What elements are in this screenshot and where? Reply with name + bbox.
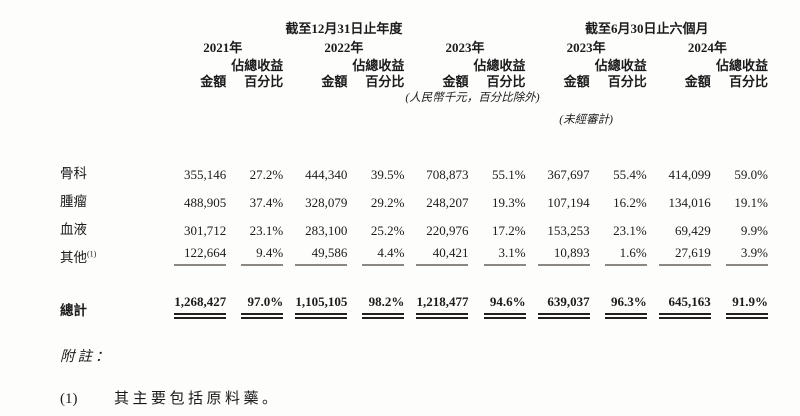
currency-note-row: (人民幣千元，百分比除外): [60, 89, 768, 106]
year-header-2021: 2021年: [203, 39, 243, 55]
pct-cell: 25.2%: [370, 222, 405, 238]
pct-column-header: 佔總收益 百分比: [594, 58, 647, 89]
pct-cell: 9.4%: [226, 238, 284, 266]
year-header-2022: 2022年: [324, 39, 364, 55]
amount-cell: 69,429: [675, 222, 711, 238]
amount-cell: 1,218,477: [404, 283, 469, 319]
amount-cell: 49,586: [283, 238, 348, 266]
pct-cell: 17.2%: [491, 222, 526, 238]
table-row-total: 總計 1,268,427 97.0% 1,105,105 98.2% 1,218…: [60, 283, 768, 319]
row-label: 腫瘤: [60, 194, 87, 210]
pct-cell: 96.3%: [590, 283, 647, 319]
unaudited-note-row: (未經審計): [60, 106, 768, 128]
pct-column-header: 佔總收益 百分比: [231, 58, 284, 89]
year-header-2024-6m: 2024年: [687, 39, 727, 55]
pct-column-header: 佔總收益 百分比: [352, 58, 405, 89]
pct-cell: 94.6%: [468, 283, 526, 319]
pct-cell: 27.2%: [249, 166, 284, 182]
amount-cell: 444,340: [305, 166, 348, 182]
pct-cell: 55.4%: [613, 166, 647, 182]
pct-cell: 59.0%: [734, 166, 768, 182]
amount-cell: 153,253: [547, 222, 590, 238]
amount-column-header: 金額: [684, 73, 711, 89]
notes-heading: 附註：: [60, 349, 113, 365]
pct-cell: 1.6%: [590, 238, 647, 266]
period-group-year-ended: 截至12月31日止年度: [285, 20, 403, 36]
table-row-hematology: 血液 301,712 23.1% 283,100 25.2% 220,976 1…: [60, 210, 768, 238]
amount-cell: 248,207: [426, 194, 469, 210]
currency-note: (人民幣千元，百分比除外): [405, 92, 540, 105]
row-label: 骨科: [60, 166, 87, 182]
amount-cell: 367,697: [547, 166, 590, 182]
amount-column-header: 金額: [321, 73, 348, 89]
amount-cell: 283,100: [305, 222, 348, 238]
row-label: 其他(1): [60, 249, 97, 266]
amount-column-header: 金額: [563, 73, 590, 89]
pct-cell: 98.2%: [347, 283, 405, 319]
pct-column-header: 佔總收益 百分比: [473, 58, 526, 89]
amount-cell: 328,079: [305, 194, 348, 210]
amount-cell: 1,105,105: [283, 283, 348, 319]
footnote-marker: (1): [60, 391, 78, 407]
pct-column-header: 佔總收益 百分比: [715, 58, 768, 89]
total-row-label: 總計: [60, 303, 87, 319]
pct-cell: 91.9%: [711, 283, 768, 319]
pct-cell: 29.2%: [370, 194, 405, 210]
amount-cell: 708,873: [426, 166, 469, 182]
year-header-2023: 2023年: [445, 39, 485, 55]
footnote-1: (1) 其主要包括原料藥。: [60, 387, 782, 408]
pct-cell: 97.0%: [226, 283, 284, 319]
amount-cell: 1,268,427: [162, 283, 227, 319]
amount-cell: 488,905: [183, 194, 227, 210]
unaudited-note: (未經審計): [559, 114, 613, 127]
year-header-row: 2021年 2022年 2023年 2023年 2024年: [60, 36, 768, 55]
year-header-2023-6m: 2023年: [566, 39, 606, 55]
amount-cell: 27,619: [647, 238, 711, 266]
amount-cell: 645,163: [647, 283, 711, 319]
notes-section: 附註： (1) 其主要包括原料藥。: [60, 345, 782, 408]
pct-cell: 19.1%: [734, 194, 768, 210]
amount-cell: 301,712: [183, 222, 227, 238]
pct-cell: 3.9%: [711, 238, 768, 266]
amount-cell: 134,016: [668, 194, 711, 210]
amount-cell: 40,421: [404, 238, 469, 266]
pct-cell: 3.1%: [468, 238, 526, 266]
footnote-ref: (1): [87, 249, 97, 259]
table-row-oncology: 腫瘤 488,905 37.4% 328,079 29.2% 248,207 1…: [60, 182, 768, 210]
period-group-six-months: 截至6月30日止六個月: [585, 20, 709, 36]
pct-cell: 4.4%: [347, 238, 405, 266]
pct-cell: 39.5%: [370, 166, 405, 182]
amount-cell: 107,194: [547, 194, 590, 210]
period-group-row: 截至12月31日止年度 截至6月30日止六個月: [60, 14, 768, 36]
amount-cell: 122,664: [162, 238, 227, 266]
pct-cell: 9.9%: [740, 222, 768, 238]
table-row-others: 其他(1) 122,664 9.4% 49,586 4.4% 40,421 3.…: [60, 238, 768, 266]
amount-cell: 414,099: [668, 166, 711, 182]
column-header-row: 金額 佔總收益 百分比 金額 佔總收益 百分比 金額 佔總收益 百分比 金額 佔總收益…: [60, 55, 768, 89]
pct-cell: 23.1%: [249, 222, 284, 238]
amount-cell: 355,146: [183, 166, 227, 182]
table-row-orthopedics: 骨科 355,146 27.2% 444,340 39.5% 708,873 5…: [60, 154, 768, 182]
pct-cell: 23.1%: [613, 222, 647, 238]
pct-cell: 19.3%: [491, 194, 526, 210]
row-label: 血液: [60, 222, 87, 238]
amount-cell: 10,893: [526, 238, 590, 266]
pct-cell: 16.2%: [613, 194, 647, 210]
pct-cell: 37.4%: [249, 194, 284, 210]
amount-cell: 639,037: [526, 283, 590, 319]
amount-column-header: 金額: [200, 73, 227, 89]
footnote-text: 其主要包括原料藥。: [114, 391, 281, 407]
amount-cell: 220,976: [426, 222, 469, 238]
pct-cell: 55.1%: [491, 166, 526, 182]
amount-column-header: 金額: [442, 73, 469, 89]
revenue-segment-table: 截至12月31日止年度 截至6月30日止六個月 2021年 2022年 2023…: [60, 14, 768, 319]
